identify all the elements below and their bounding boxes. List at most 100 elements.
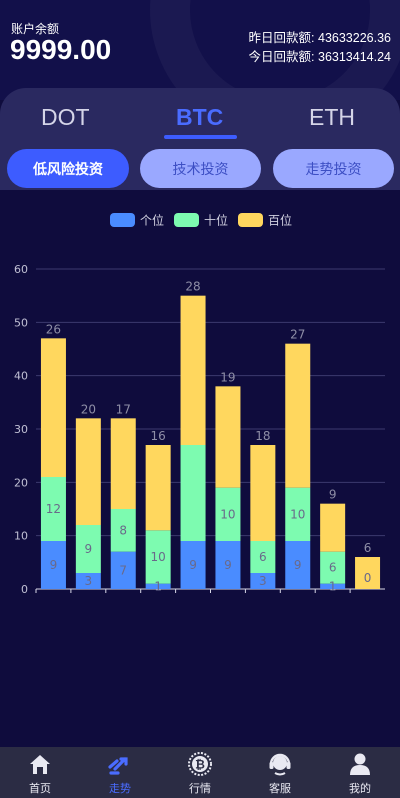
data-label-hundreds: 17	[116, 402, 131, 416]
y-tick-label: 50	[14, 316, 28, 329]
legend-swatch	[174, 213, 199, 227]
bar-ones	[75, 573, 101, 589]
tabbar-market-label: 行情	[189, 782, 211, 795]
y-tick-label: 40	[14, 370, 28, 383]
bar-tens	[215, 487, 241, 541]
legend-label: 百位	[268, 213, 292, 228]
bitcoin-icon: ₿	[188, 752, 212, 776]
y-tick-label: 60	[14, 263, 28, 276]
bar-ones	[250, 573, 276, 589]
low-risk-button[interactable]: 低风险投资	[7, 149, 129, 188]
tab-eth[interactable]: ETH	[309, 104, 355, 130]
data-label-tens: 6	[329, 561, 337, 575]
bar-hundreds	[285, 343, 311, 488]
data-label-hundreds: 20	[81, 402, 96, 416]
tabbar-home[interactable]: 首页	[0, 747, 80, 798]
trend-button[interactable]: 走势投资	[273, 149, 394, 188]
user-icon	[350, 753, 370, 775]
tabbar-trend[interactable]: 走势	[80, 747, 160, 798]
tabbar-support-label: 客服	[269, 782, 291, 795]
bar-ones	[110, 551, 136, 589]
bar-hundreds	[180, 295, 206, 445]
balance-value: 9999.00	[10, 34, 112, 65]
data-label-tens: 10	[151, 550, 166, 564]
legend-label: 个位	[140, 213, 164, 228]
stacked-bar-chart: 个位 十位 百位0102030405060912263920781711016928…	[14, 213, 385, 596]
bar-hundreds	[355, 557, 381, 589]
technical-button[interactable]: 技术投资	[140, 149, 261, 188]
bar-hundreds	[320, 503, 346, 552]
tabbar-market[interactable]: ₿ 行情	[160, 747, 240, 798]
trend-icon	[108, 757, 128, 775]
tabbar-support[interactable]: 客服	[240, 747, 320, 798]
data-label-hundreds: 28	[185, 280, 200, 294]
tab-dot[interactable]: DOT	[41, 104, 90, 130]
bar-tens	[75, 525, 101, 573]
data-label-ones: 9	[50, 558, 58, 572]
tabbar-profile[interactable]: 我的	[320, 747, 400, 798]
data-label-tens: 6	[259, 550, 267, 564]
data-label-hundreds: 6	[364, 541, 372, 555]
data-label-ones: 1	[329, 579, 337, 593]
data-label-ones: 9	[189, 558, 197, 572]
today-return: 今日回款额: 36313414.24	[249, 46, 391, 65]
data-label-hundreds: 19	[220, 370, 235, 384]
bar-ones	[180, 541, 206, 589]
bar-hundreds	[40, 338, 66, 477]
svg-text:₿: ₿	[195, 758, 205, 772]
today-return-label: 今日回款额:	[248, 50, 315, 64]
bar-hundreds	[110, 418, 136, 509]
data-label-tens: 10	[220, 507, 235, 521]
support-icon	[269, 753, 291, 776]
yesterday-return-label: 昨日回款额:	[248, 31, 315, 45]
data-label-hundreds: 16	[151, 429, 166, 443]
balance-label: 账户余额	[11, 22, 60, 36]
account-header: 账户余额 9999.00 昨日回款额: 43633226.36 今日回款额: 3…	[0, 0, 400, 100]
bar-tens	[110, 509, 136, 552]
home-icon	[30, 755, 50, 774]
bar-tens	[180, 445, 206, 541]
bar-tens	[320, 551, 346, 584]
data-label-ones: 7	[119, 563, 127, 577]
data-label-tens: 12	[46, 502, 61, 516]
today-return-value: 36313414.24	[318, 50, 391, 64]
bar-tens	[40, 477, 66, 541]
bar-hundreds	[145, 445, 171, 531]
data-label-hundreds: 27	[290, 328, 305, 342]
data-label-ones: 3	[259, 574, 267, 588]
y-tick-label: 30	[14, 423, 28, 436]
tabbar-home-label: 首页	[29, 782, 51, 795]
bar-tens	[250, 541, 276, 573]
bar-ones	[145, 583, 171, 589]
bar-tens	[285, 487, 311, 541]
data-label-ones: 9	[294, 558, 302, 572]
data-label-ones: 1	[154, 579, 162, 593]
legend-swatch	[110, 213, 135, 227]
bar-ones	[320, 583, 346, 589]
data-label-hundreds: 26	[46, 322, 61, 336]
yesterday-return: 昨日回款额: 43633226.36	[249, 27, 391, 46]
yesterday-return-value: 43633226.36	[318, 31, 391, 45]
bar-ones	[40, 541, 66, 589]
data-label-hundreds: 18	[255, 429, 270, 443]
legend-label: 十位	[204, 213, 228, 228]
bar-ones	[215, 541, 241, 589]
active-tab-indicator	[164, 135, 237, 139]
data-label-hundreds: 9	[329, 488, 337, 502]
bottom-tabbar: 首页 走势 ₿ 行情 客服 我的	[0, 747, 400, 798]
data-label-tens: 9	[85, 542, 93, 556]
y-tick-label: 20	[14, 476, 28, 489]
bar-hundreds	[75, 418, 101, 525]
bar-ones	[285, 541, 311, 589]
tab-btc[interactable]: BTC	[176, 104, 224, 130]
y-tick-label: 10	[14, 530, 28, 543]
tabbar-profile-label: 我的	[349, 782, 371, 795]
data-label-tens: 10	[290, 507, 305, 521]
data-label-tens: 8	[119, 523, 127, 537]
bar-hundreds	[215, 386, 241, 488]
bar-hundreds	[250, 445, 276, 541]
data-label-ones: 3	[85, 574, 93, 588]
legend-swatch	[238, 213, 263, 227]
data-label-ones: 9	[224, 558, 232, 572]
y-tick-label: 0	[21, 583, 28, 596]
